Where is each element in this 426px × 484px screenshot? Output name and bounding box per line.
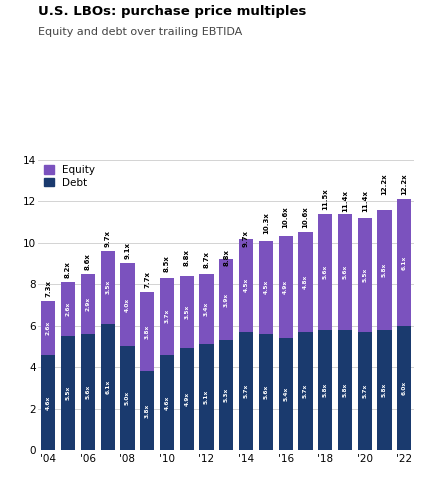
Text: 5.6x: 5.6x [342, 265, 347, 279]
Text: 4.0x: 4.0x [125, 298, 130, 312]
Text: 5.6x: 5.6x [263, 385, 268, 399]
Bar [258, 334, 272, 450]
Bar [81, 334, 95, 450]
Legend: Equity, Debt: Equity, Debt [43, 165, 95, 187]
Bar [377, 210, 391, 330]
Bar [239, 239, 253, 332]
Text: 5.0x: 5.0x [125, 391, 130, 405]
Bar [179, 348, 193, 450]
Text: 11.4x: 11.4x [361, 190, 367, 212]
Bar [199, 274, 213, 344]
Text: 8.5x: 8.5x [164, 255, 170, 272]
Text: 8.2x: 8.2x [65, 261, 71, 278]
Bar [219, 259, 233, 340]
Text: 5.7x: 5.7x [243, 384, 248, 398]
Bar [140, 371, 154, 450]
Text: 5.3x: 5.3x [223, 388, 228, 402]
Bar [81, 274, 95, 334]
Text: 4.6x: 4.6x [164, 395, 169, 409]
Text: 5.6x: 5.6x [85, 385, 90, 399]
Bar [41, 301, 55, 355]
Bar [159, 278, 174, 355]
Bar [41, 355, 55, 450]
Bar [357, 218, 371, 332]
Text: 3.7x: 3.7x [164, 309, 169, 323]
Text: 11.5x: 11.5x [322, 188, 328, 210]
Bar [100, 251, 115, 324]
Text: 3.5x: 3.5x [184, 305, 189, 319]
Text: 4.9x: 4.9x [184, 392, 189, 407]
Text: 8.7x: 8.7x [203, 251, 209, 268]
Text: 4.8x: 4.8x [302, 275, 307, 289]
Text: Equity and debt over trailing EBTIDA: Equity and debt over trailing EBTIDA [38, 27, 242, 37]
Bar [140, 292, 154, 371]
Text: 10.6x: 10.6x [302, 206, 308, 228]
Text: 10.3x: 10.3x [262, 212, 268, 234]
Bar [396, 326, 411, 450]
Bar [278, 338, 292, 450]
Text: 2.9x: 2.9x [85, 297, 90, 311]
Text: 5.7x: 5.7x [361, 384, 366, 398]
Text: 4.5x: 4.5x [243, 278, 248, 292]
Bar [377, 330, 391, 450]
Text: 5.5x: 5.5x [66, 386, 70, 400]
Text: 4.6x: 4.6x [46, 395, 51, 409]
Text: 9.7x: 9.7x [242, 230, 248, 247]
Text: 12.2x: 12.2x [381, 173, 387, 195]
Text: 2.6x: 2.6x [46, 320, 51, 335]
Text: 3.5x: 3.5x [105, 280, 110, 294]
Bar [61, 336, 75, 450]
Bar [120, 347, 134, 450]
Text: 8.8x: 8.8x [223, 248, 229, 266]
Text: 10.6x: 10.6x [282, 206, 288, 228]
Text: 5.4x: 5.4x [282, 387, 288, 401]
Text: 5.8x: 5.8x [342, 383, 347, 397]
Text: 3.8x: 3.8x [144, 325, 150, 339]
Text: 9.7x: 9.7x [104, 230, 110, 247]
Text: 5.6x: 5.6x [322, 265, 327, 279]
Text: 5.8x: 5.8x [381, 262, 386, 277]
Text: 3.9x: 3.9x [223, 293, 228, 307]
Text: 5.7x: 5.7x [302, 384, 307, 398]
Bar [278, 237, 292, 338]
Text: 4.9x: 4.9x [282, 280, 288, 294]
Bar [100, 324, 115, 450]
Bar [357, 332, 371, 450]
Text: 8.8x: 8.8x [183, 248, 189, 266]
Bar [317, 330, 331, 450]
Text: 6.0x: 6.0x [401, 381, 406, 395]
Bar [120, 263, 134, 347]
Text: 9.1x: 9.1x [124, 242, 130, 259]
Text: 6.1x: 6.1x [401, 255, 406, 270]
Text: 4.5x: 4.5x [263, 280, 268, 294]
Bar [219, 340, 233, 450]
Text: 3.8x: 3.8x [144, 404, 150, 418]
Text: 6.1x: 6.1x [105, 380, 110, 394]
Text: 7.7x: 7.7x [144, 272, 150, 288]
Bar [179, 276, 193, 348]
Text: 12.2x: 12.2x [400, 173, 406, 195]
Text: 5.8x: 5.8x [322, 383, 327, 397]
Text: 5.1x: 5.1x [204, 390, 209, 404]
Text: 8.6x: 8.6x [85, 253, 91, 270]
Text: U.S. LBOs: purchase price multiples: U.S. LBOs: purchase price multiples [38, 5, 306, 18]
Bar [298, 332, 312, 450]
Bar [317, 213, 331, 330]
Text: 5.5x: 5.5x [361, 268, 366, 282]
Bar [199, 344, 213, 450]
Text: 2.6x: 2.6x [66, 302, 70, 316]
Bar [258, 241, 272, 334]
Bar [159, 355, 174, 450]
Text: 11.4x: 11.4x [341, 190, 347, 212]
Bar [396, 199, 411, 326]
Bar [337, 213, 351, 330]
Text: 3.4x: 3.4x [204, 302, 209, 316]
Text: 5.8x: 5.8x [381, 383, 386, 397]
Bar [337, 330, 351, 450]
Bar [298, 232, 312, 332]
Bar [239, 332, 253, 450]
Text: 7.3x: 7.3x [45, 280, 51, 297]
Bar [61, 282, 75, 336]
